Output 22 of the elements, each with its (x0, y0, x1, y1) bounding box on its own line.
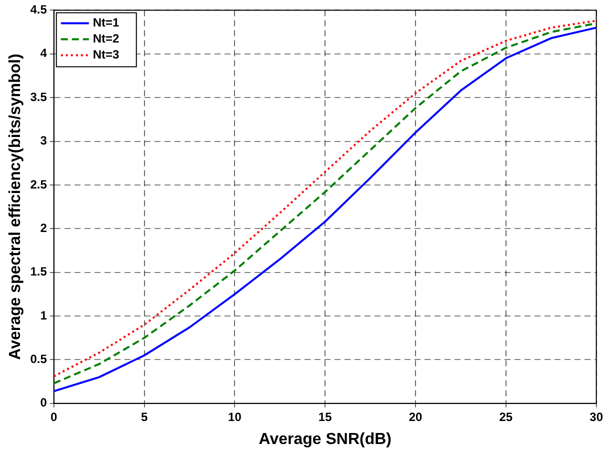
x-tick-label: 10 (228, 410, 242, 424)
y-tick-label: 3 (40, 134, 48, 148)
y-tick-label: 3.5 (30, 90, 48, 104)
x-tick-label: 15 (318, 410, 332, 424)
y-axis-title: Average spectral efficiency(bits/symbol) (7, 54, 24, 360)
x-tick-label: 20 (408, 410, 423, 424)
x-tick-label: 5 (140, 410, 148, 424)
x-axis-title: Average SNR(dB) (258, 430, 392, 448)
x-tick-label: 25 (499, 410, 513, 424)
legend-label: Nt=3 (92, 48, 120, 62)
legend-label: Nt=2 (92, 32, 120, 46)
y-tick-label: 1 (40, 308, 48, 322)
y-tick-label: 2 (40, 220, 48, 235)
x-tick-label: 30 (590, 410, 604, 424)
y-tick-label: 0 (40, 396, 48, 410)
y-tick-label: 4.5 (30, 2, 48, 17)
x-tick-label: 0 (50, 410, 58, 424)
legend-label: Nt=1 (92, 16, 120, 30)
y-tick-label: 2.5 (30, 177, 48, 192)
y-tick-label: 4 (40, 46, 48, 60)
y-tick-label: 0.5 (30, 352, 48, 366)
y-tick-label: 1.5 (30, 264, 48, 279)
